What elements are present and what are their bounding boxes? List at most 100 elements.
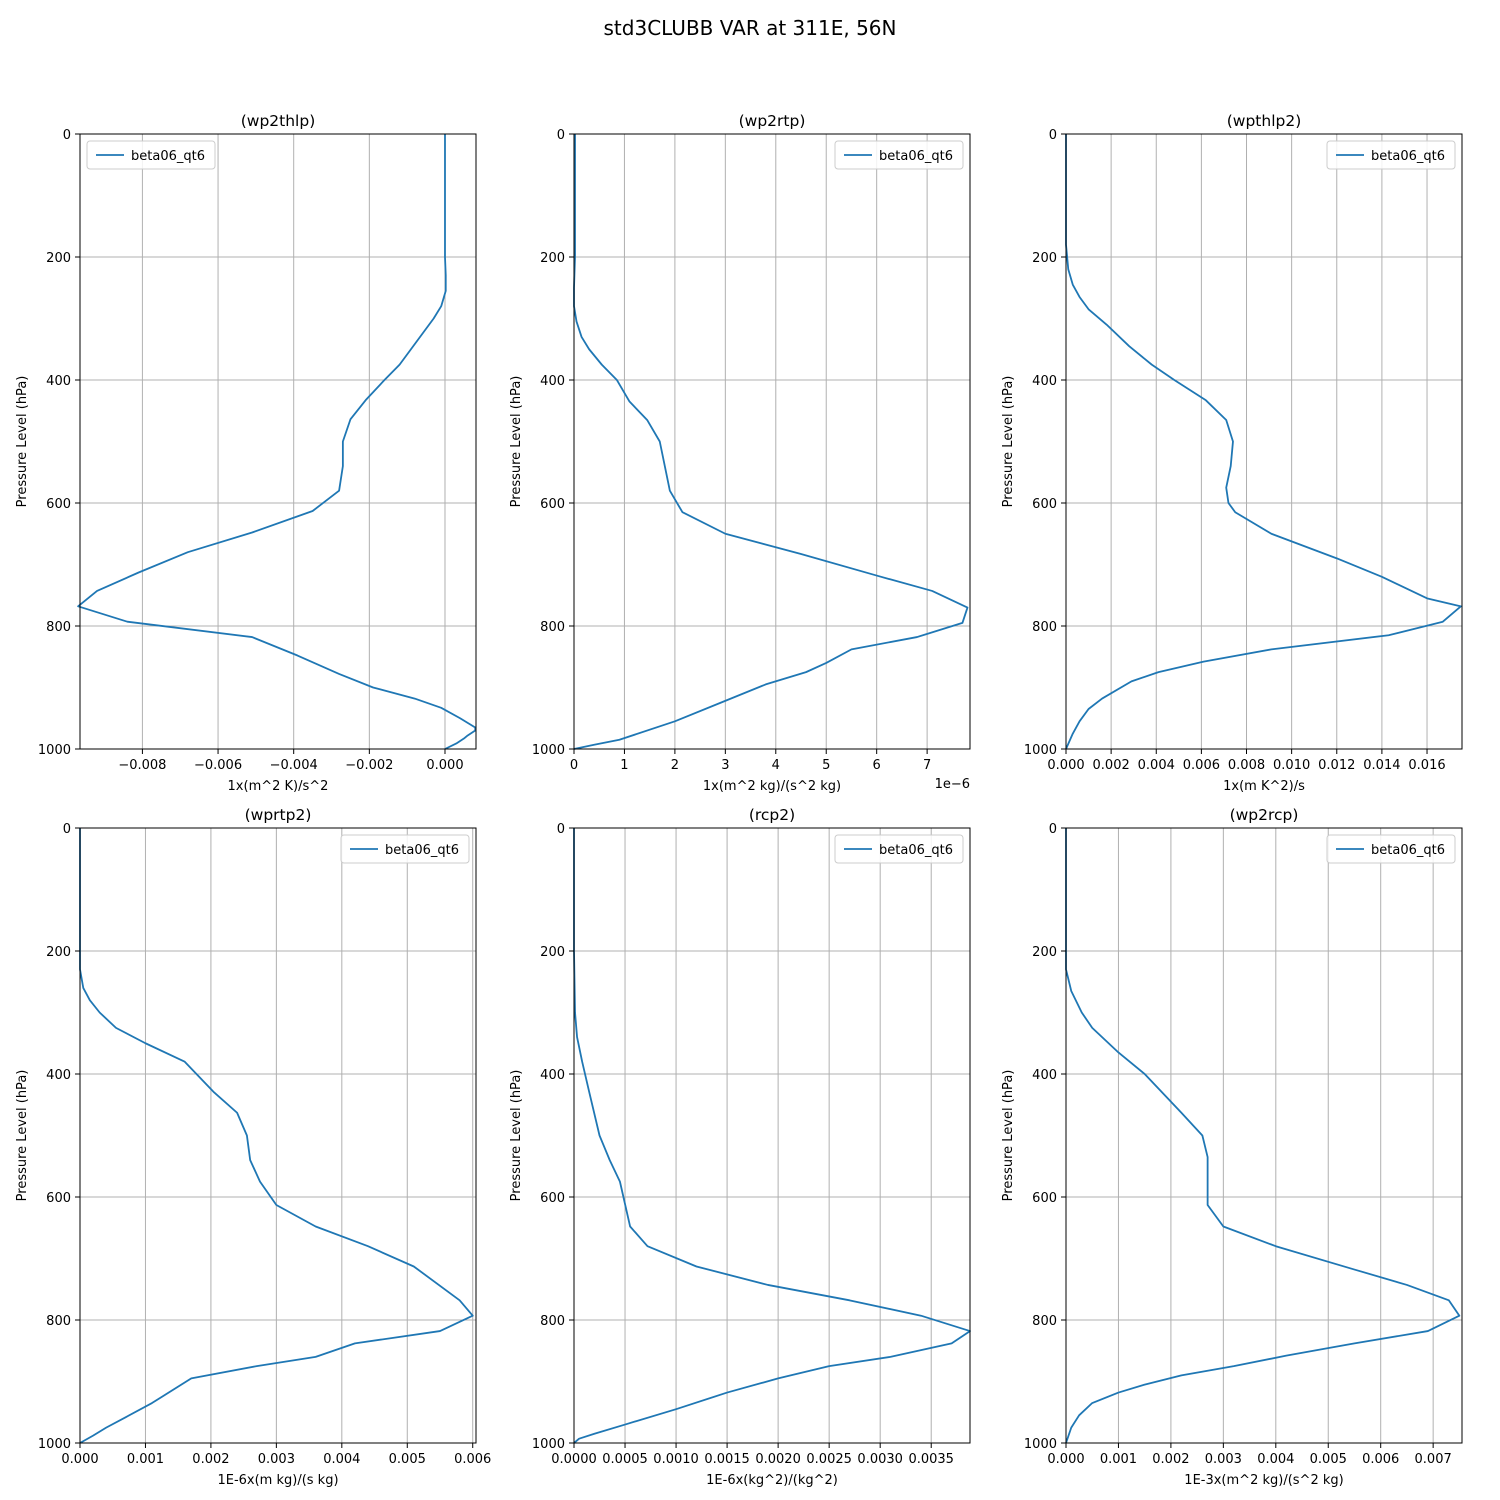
- x-tick-label: 0.002: [1093, 758, 1130, 773]
- x-tick-label: 0.006: [1183, 758, 1220, 773]
- x-tick-label: 0.003: [1205, 1452, 1242, 1467]
- x-tick-label: 1: [620, 758, 628, 773]
- x-tick-label: 0.005: [389, 1452, 426, 1467]
- chart-title: (wp2rcp): [1230, 806, 1299, 824]
- y-tick-label: 600: [1032, 1191, 1057, 1206]
- x-axis-label: 1E-6x(kg^2)/(kg^2): [706, 1473, 838, 1488]
- y-tick-label: 400: [1032, 374, 1057, 389]
- chart-title: (rcp2): [749, 806, 795, 824]
- x-tick-label: 2: [671, 758, 679, 773]
- y-tick-label: 0: [1049, 128, 1057, 143]
- series-line-beta06_qt6: [79, 828, 474, 1444]
- x-tick-label: 0: [570, 758, 578, 773]
- legend: beta06_qt6: [86, 140, 216, 170]
- x-tick-label: 0.006: [1362, 1452, 1399, 1467]
- x-tick-label: 0.004: [1138, 758, 1175, 773]
- legend: beta06_qt6: [1326, 140, 1456, 170]
- y-axis-label: Pressure Level (hPa): [1001, 376, 1016, 508]
- y-tick-label: 600: [46, 497, 71, 512]
- y-tick-label: 800: [540, 620, 565, 635]
- y-tick-label: 400: [1032, 1068, 1057, 1083]
- y-tick-label: 1000: [38, 743, 71, 758]
- x-tick-label: 0.002: [1152, 1452, 1189, 1467]
- x-tick-label: 0.006: [454, 1452, 491, 1467]
- y-tick-label: 800: [1032, 1314, 1057, 1329]
- x-tick-label: −0.008: [118, 758, 166, 773]
- y-tick-label: 0: [63, 822, 71, 837]
- x-tick-label: −0.006: [194, 758, 242, 773]
- x-tick-label: 0.003: [258, 1452, 295, 1467]
- y-tick-label: 0: [1049, 822, 1057, 837]
- y-tick-label: 600: [1032, 497, 1057, 512]
- y-tick-label: 600: [540, 497, 565, 512]
- x-tick-label: −0.004: [270, 758, 318, 773]
- y-tick-label: 400: [540, 1068, 565, 1083]
- x-tick-label: −0.002: [345, 758, 393, 773]
- y-tick-label: 800: [46, 620, 71, 635]
- legend-label: beta06_qt6: [131, 149, 205, 164]
- x-tick-label: 0.0030: [857, 1452, 903, 1467]
- chart-panel-4: 0.000 0.001 0.002 0.003 0.004 0.005 0.006 0 200 4…: [15, 806, 491, 1488]
- legend-label: beta06_qt6: [879, 843, 953, 858]
- y-tick-label: 1000: [1024, 743, 1057, 758]
- y-tick-label: 600: [540, 1191, 565, 1206]
- axes-frame: [79, 827, 477, 1444]
- x-axis-label: 1x(m^2 K)/s^2: [228, 779, 329, 794]
- series-line-beta06_qt6: [1065, 828, 1461, 1444]
- y-tick-label: 400: [540, 374, 565, 389]
- x-tick-label: 0.016: [1408, 758, 1445, 773]
- x-tick-label: 0.010: [1273, 758, 1310, 773]
- x-tick-label: 0.007: [1415, 1452, 1452, 1467]
- y-tick-label: 400: [46, 374, 71, 389]
- x-tick-label: 0.0000: [551, 1452, 597, 1467]
- chart-panel-1: −0.008 −0.006 −0.004 −0.002 0.000 0 200 400 600 8…: [15, 112, 477, 794]
- x-tick-label: 7: [923, 758, 931, 773]
- y-tick-label: 200: [540, 251, 565, 266]
- x-tick-label: 0.000: [1047, 758, 1084, 773]
- x-tick-label: 0.001: [1100, 1452, 1137, 1467]
- y-tick-label: 800: [540, 1314, 565, 1329]
- legend-box: [86, 140, 216, 170]
- chart-panel-2: 0 1 2 3 4 5 6 7 0 200 400 600 800 1000 (wp2rtp) 1x(m^2 …: [509, 112, 971, 794]
- x-tick-label: 0.001: [127, 1452, 164, 1467]
- series-line-beta06_qt6: [573, 134, 969, 750]
- series-line-beta06_qt6: [573, 828, 971, 1444]
- legend: beta06_qt6: [834, 834, 964, 864]
- x-tick-label: 0.014: [1363, 758, 1400, 773]
- chart-title: (wprtp2): [245, 806, 312, 824]
- x-tick-label: 6: [873, 758, 881, 773]
- chart-panel-6: 0.000 0.001 0.002 0.003 0.004 0.005 0.006 0.007…: [1001, 806, 1463, 1488]
- legend-label: beta06_qt6: [1371, 843, 1445, 858]
- legend-box: [1326, 834, 1456, 864]
- x-tick-label: 0.004: [323, 1452, 360, 1467]
- x-tick-label: 5: [822, 758, 830, 773]
- y-tick-label: 400: [46, 1068, 71, 1083]
- y-tick-label: 1000: [1024, 1437, 1057, 1452]
- chart-title: (wp2rtp): [739, 112, 806, 130]
- figure-title: std3CLUBB VAR at 311E, 56N: [603, 16, 897, 40]
- x-tick-label: 0.002: [192, 1452, 229, 1467]
- x-tick-label: 0.0035: [908, 1452, 954, 1467]
- legend-box: [834, 140, 964, 170]
- axes-frame: [573, 133, 971, 750]
- x-tick-label: 0.0025: [806, 1452, 852, 1467]
- x-axis-label: 1E-6x(m kg)/(s kg): [217, 1473, 338, 1488]
- x-tick-label: 0.008: [1228, 758, 1265, 773]
- chart-panel-5: 0.0000 0.0005 0.0010 0.0015 0.0020 0.0025 0.00…: [509, 806, 971, 1488]
- y-tick-label: 0: [63, 128, 71, 143]
- axes-frame: [1065, 827, 1463, 1444]
- axes-frame: [573, 827, 971, 1444]
- chart-title: (wpthlp2): [1227, 112, 1302, 130]
- legend-label: beta06_qt6: [879, 149, 953, 164]
- x-tick-label: 0.005: [1310, 1452, 1347, 1467]
- x-tick-label: 0.0005: [602, 1452, 648, 1467]
- x-tick-label: 0.0015: [704, 1452, 750, 1467]
- axes-frame: [79, 133, 477, 750]
- y-tick-label: 1000: [38, 1437, 71, 1452]
- y-tick-label: 200: [46, 945, 71, 960]
- x-tick-label: 0.012: [1318, 758, 1355, 773]
- y-tick-label: 800: [46, 1314, 71, 1329]
- chart-title: (wp2thlp): [241, 112, 316, 130]
- legend-label: beta06_qt6: [1371, 149, 1445, 164]
